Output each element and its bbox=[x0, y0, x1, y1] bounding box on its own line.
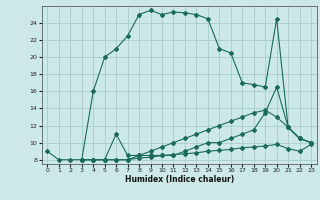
X-axis label: Humidex (Indice chaleur): Humidex (Indice chaleur) bbox=[124, 175, 234, 184]
